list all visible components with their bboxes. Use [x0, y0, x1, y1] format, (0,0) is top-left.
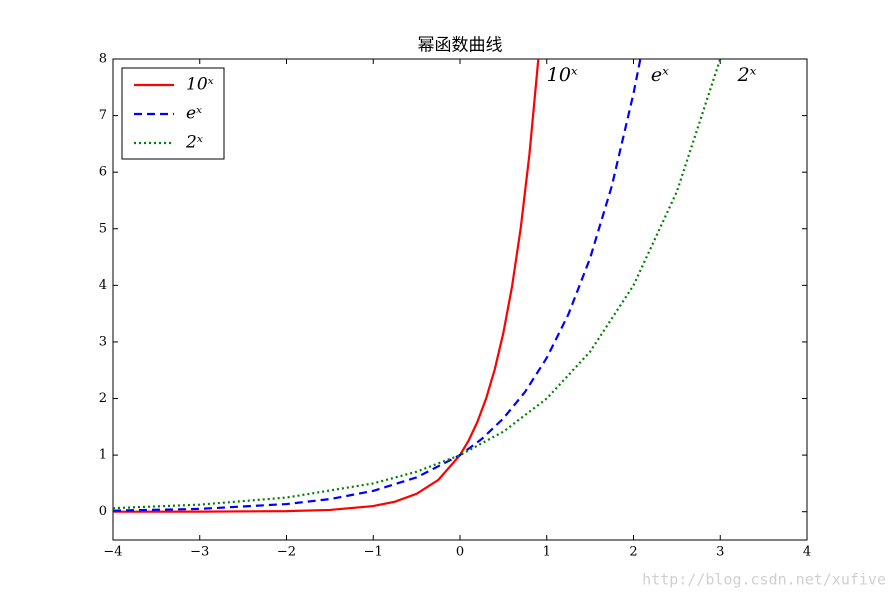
y-tick-label: 8: [99, 52, 107, 67]
x-tick-label: 4: [803, 545, 811, 560]
x-tick-label: 1: [543, 545, 551, 560]
x-tick-label: 2: [629, 545, 637, 560]
series-line: [113, 59, 642, 512]
y-tick-label: 6: [99, 165, 107, 180]
y-tick-label: 3: [99, 334, 107, 349]
chart-title: 幂函数曲线: [418, 36, 503, 56]
x-tick-label: −4: [103, 545, 122, 560]
y-tick-label: 2: [99, 391, 107, 406]
legend-label: eˣ: [186, 104, 202, 124]
y-tick-label: 7: [99, 108, 107, 123]
annotation: 10ˣ: [547, 64, 578, 86]
legend-label: 2ˣ: [185, 133, 203, 153]
x-tick-label: −1: [364, 545, 383, 560]
x-tick-label: −3: [190, 545, 209, 560]
annotation: eˣ: [651, 64, 669, 86]
y-tick-label: 0: [99, 504, 107, 519]
series-line: [113, 59, 540, 513]
y-tick-label: 4: [99, 278, 107, 293]
annotation: 2ˣ: [737, 64, 757, 86]
legend-label: 10ˣ: [186, 75, 214, 95]
watermark: http://blog.csdn.net/xufive: [642, 571, 886, 589]
x-tick-label: 0: [456, 545, 464, 560]
y-tick-label: 5: [99, 221, 107, 236]
x-tick-label: −2: [277, 545, 296, 560]
y-tick-label: 1: [99, 448, 107, 463]
x-tick-label: 3: [716, 545, 724, 560]
